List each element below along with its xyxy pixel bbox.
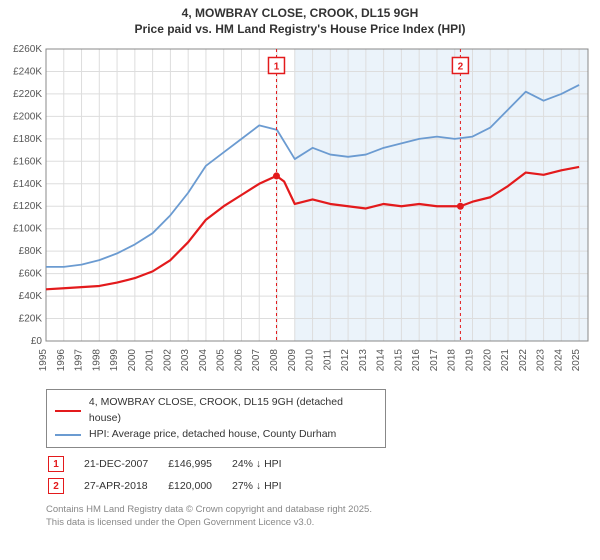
marker-row: 1 21-DEC-2007£146,99524% ↓ HPI <box>48 454 300 474</box>
marker-table: 1 21-DEC-2007£146,99524% ↓ HPI 2 27-APR-201… <box>46 452 302 498</box>
page-root: 4, MOWBRAY CLOSE, CROOK, DL15 9GH Price … <box>0 0 600 560</box>
y-tick-label: £120K <box>13 201 42 212</box>
x-tick-label: 2009 <box>287 349 298 372</box>
legend-swatch <box>55 434 81 436</box>
x-tick-label: 2017 <box>429 349 440 372</box>
x-tick-label: 2003 <box>180 349 191 372</box>
marker-cell-price: £120,000 <box>168 476 230 496</box>
y-tick-label: £200K <box>13 112 42 123</box>
x-tick-label: 2012 <box>340 349 351 372</box>
marker-badge: 1 <box>48 456 64 472</box>
title-line-2: Price paid vs. HM Land Registry's House … <box>0 22 600 38</box>
marker-row: 2 27-APR-2018£120,00027% ↓ HPI <box>48 476 300 496</box>
x-tick-label: 2023 <box>536 349 547 372</box>
legend-label: HPI: Average price, detached house, Coun… <box>89 427 336 443</box>
y-tick-label: £40K <box>19 291 43 302</box>
y-tick-label: £100K <box>13 224 42 235</box>
y-tick-label: £0 <box>31 336 43 347</box>
x-tick-label: 1999 <box>109 349 120 372</box>
x-tick-label: 2000 <box>127 349 138 372</box>
footer: Contains HM Land Registry data © Crown c… <box>46 504 600 529</box>
marker-cell-badge: 2 <box>48 476 82 496</box>
footer-line-1: Contains HM Land Registry data © Crown c… <box>46 504 600 516</box>
x-tick-label: 2011 <box>322 349 333 371</box>
marker-cell-delta: 24% ↓ HPI <box>232 454 300 474</box>
x-tick-label: 2022 <box>518 349 529 372</box>
legend-swatch <box>55 410 81 412</box>
marker-cell-badge: 1 <box>48 454 82 474</box>
x-tick-label: 2018 <box>447 349 458 372</box>
marker-cell-date: 21-DEC-2007 <box>84 454 166 474</box>
x-tick-label: 1996 <box>56 349 67 372</box>
legend-row: HPI: Average price, detached house, Coun… <box>55 427 377 443</box>
marker-badge-num: 2 <box>458 62 464 73</box>
marker-cell-delta: 27% ↓ HPI <box>232 476 300 496</box>
x-tick-label: 2015 <box>393 349 404 372</box>
marker-cell-date: 27-APR-2018 <box>84 476 166 496</box>
legend-row: 4, MOWBRAY CLOSE, CROOK, DL15 9GH (detac… <box>55 395 377 427</box>
x-tick-label: 2019 <box>464 349 475 372</box>
x-tick-label: 2010 <box>305 349 316 372</box>
x-tick-label: 2004 <box>198 349 209 372</box>
legend: 4, MOWBRAY CLOSE, CROOK, DL15 9GH (detac… <box>46 389 386 448</box>
legend-label: 4, MOWBRAY CLOSE, CROOK, DL15 9GH (detac… <box>89 395 377 427</box>
x-tick-label: 2008 <box>269 349 280 372</box>
footer-line-2: This data is licensed under the Open Gov… <box>46 517 600 529</box>
y-tick-label: £240K <box>13 67 42 78</box>
sale-point <box>273 173 280 180</box>
x-tick-label: 2005 <box>216 349 227 372</box>
x-tick-label: 2016 <box>411 349 422 372</box>
y-tick-label: £220K <box>13 89 42 100</box>
y-tick-label: £260K <box>13 44 42 55</box>
sale-point <box>457 203 464 210</box>
x-tick-label: 2001 <box>145 349 156 372</box>
marker-cell-price: £146,995 <box>168 454 230 474</box>
title-line-1: 4, MOWBRAY CLOSE, CROOK, DL15 9GH <box>0 6 600 22</box>
marker-badge: 2 <box>48 478 64 494</box>
chart: £0 £20K £40K £60K £80K £100K £120K £140K £160K £1… <box>0 43 600 383</box>
x-tick-label: 2021 <box>500 349 511 372</box>
x-tick-label: 1997 <box>74 349 85 372</box>
x-tick-label: 1998 <box>91 349 102 372</box>
y-tick-label: £180K <box>13 134 42 145</box>
y-tick-label: £140K <box>13 179 42 190</box>
marker-badge-num: 1 <box>274 62 280 73</box>
chart-svg: £0 £20K £40K £60K £80K £100K £120K £140K £160K £1… <box>0 43 600 383</box>
y-tick-label: £20K <box>19 314 43 325</box>
x-tick-label: 2006 <box>233 349 244 372</box>
y-tick-label: £160K <box>13 156 42 167</box>
x-tick-label: 2024 <box>553 349 564 372</box>
x-tick-label: 2002 <box>162 349 173 372</box>
y-tick-label: £80K <box>19 246 43 257</box>
y-tick-label: £60K <box>19 269 43 280</box>
x-tick-label: 1995 <box>38 349 49 372</box>
x-tick-label: 2007 <box>251 349 262 372</box>
x-tick-label: 2014 <box>376 349 387 372</box>
x-tick-label: 2025 <box>571 349 582 372</box>
x-tick-label: 2013 <box>358 349 369 372</box>
x-tick-label: 2020 <box>482 349 493 372</box>
title-block: 4, MOWBRAY CLOSE, CROOK, DL15 9GH Price … <box>0 0 600 39</box>
